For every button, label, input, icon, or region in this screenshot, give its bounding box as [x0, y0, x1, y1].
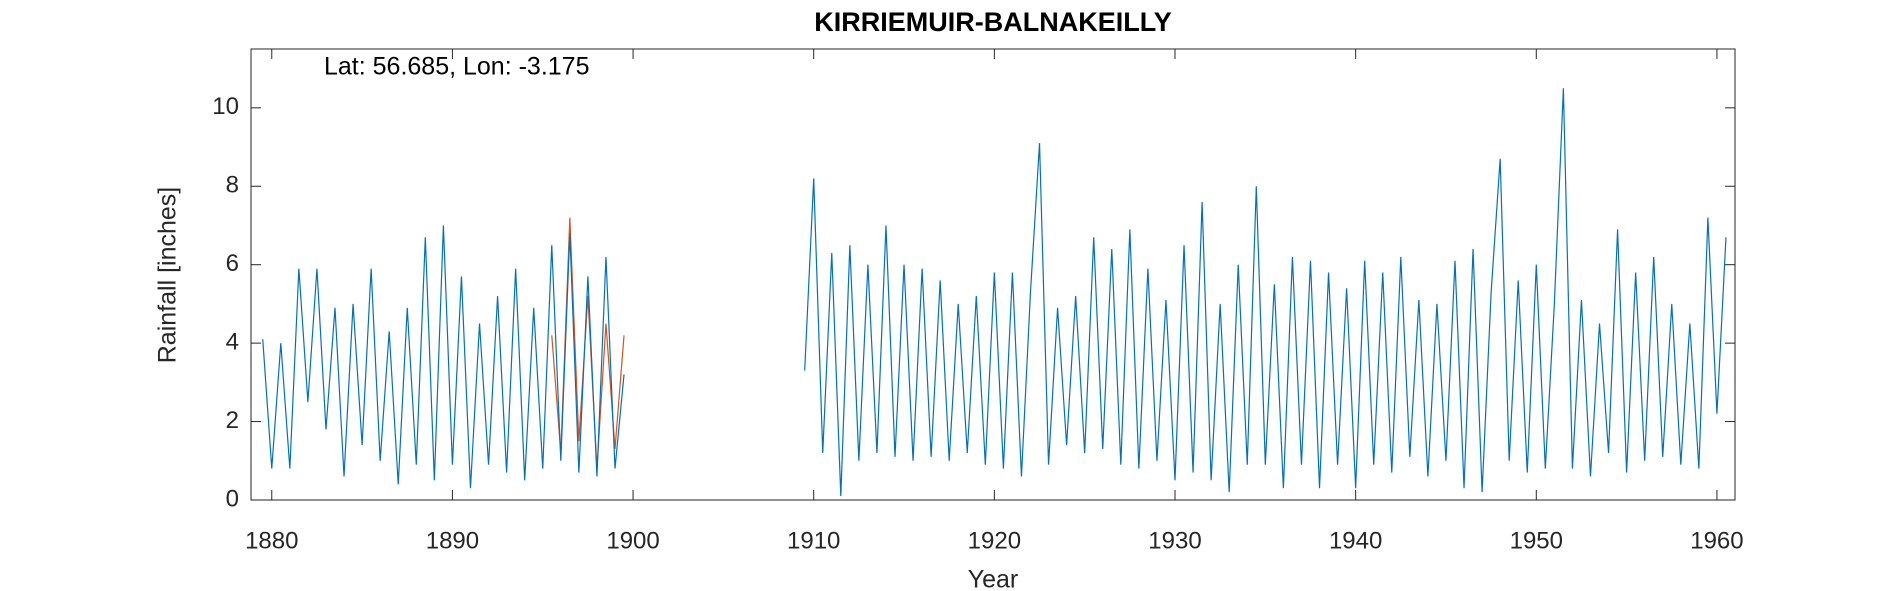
y-tick-label: 0	[226, 485, 239, 512]
chart-title: KIRRIEMUIR-BALNAKEILLY	[814, 7, 1172, 37]
y-tick-label: 4	[226, 328, 239, 355]
annotation: Lat: 56.685, Lon: -3.175	[324, 53, 590, 81]
y-tick-label: 10	[212, 93, 239, 120]
x-tick-label: 1890	[426, 527, 479, 554]
x-tick-label: 1910	[787, 527, 840, 554]
x-axis-label: Year	[968, 566, 1019, 591]
x-tick-label: 1920	[968, 527, 1021, 554]
x-tick-label: 1900	[606, 527, 659, 554]
y-tick-label: 6	[226, 250, 239, 277]
line-series	[262, 88, 1727, 497]
x-tick-label: 1960	[1690, 527, 1743, 554]
y-axis-label: Rainfall [inches]	[154, 187, 182, 363]
plot-frame	[250, 48, 1736, 501]
x-tick-label: 1930	[1148, 527, 1201, 554]
y-tick-label: 2	[226, 407, 239, 434]
x-tick-label: 1940	[1329, 527, 1382, 554]
x-tick-label: 1880	[245, 527, 298, 554]
x-tick-label: 1950	[1510, 527, 1563, 554]
y-tick-label: 8	[226, 172, 239, 199]
